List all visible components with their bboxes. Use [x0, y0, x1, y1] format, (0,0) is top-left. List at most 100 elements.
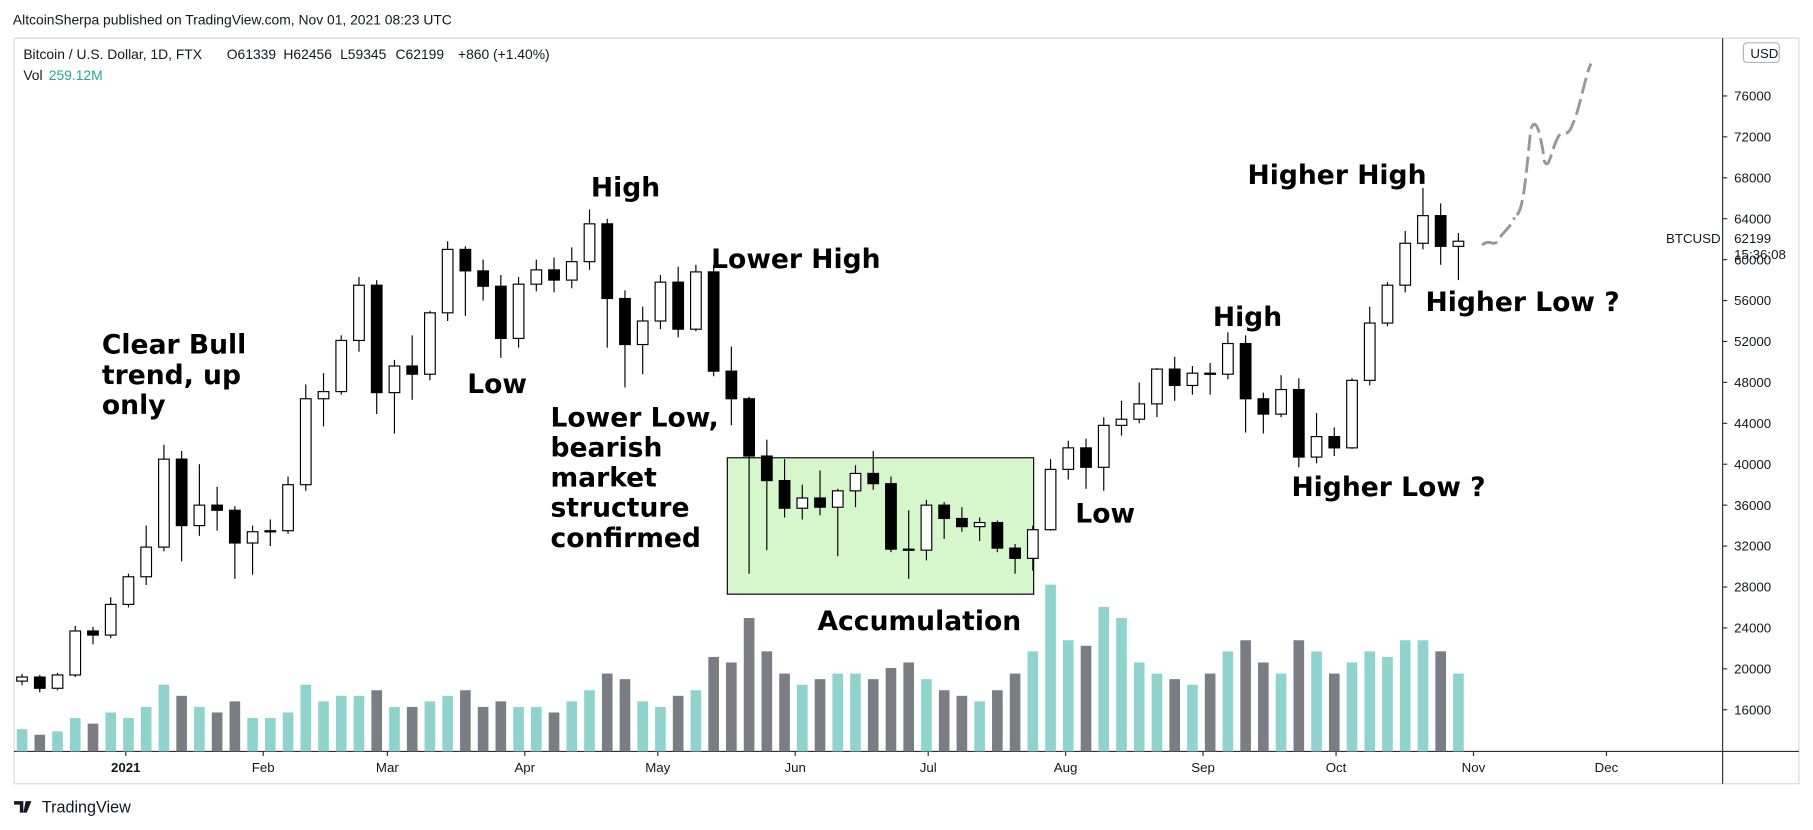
candle-body — [69, 630, 82, 676]
candle-body — [654, 281, 667, 322]
volume-bar — [52, 731, 63, 752]
x-tick-label: Nov — [1462, 760, 1486, 775]
candle-body — [583, 223, 596, 263]
y-tick-label: 68000 — [1734, 170, 1771, 185]
volume-bar — [530, 706, 542, 752]
volume-bar — [477, 706, 489, 752]
volume-bar — [229, 701, 241, 752]
volume-bar — [194, 706, 205, 752]
volume-bar — [885, 668, 897, 752]
volume-bar — [300, 684, 312, 752]
candle-body — [87, 630, 99, 636]
candle-body — [1417, 215, 1429, 244]
x-tick-label: Aug — [1054, 760, 1078, 775]
volume-bar — [16, 729, 28, 752]
volume-bar — [176, 695, 187, 752]
y-tick-label: 36000 — [1734, 498, 1771, 513]
candle-body — [601, 223, 614, 300]
candle-body — [494, 285, 507, 339]
x-tick-label: Apr — [514, 760, 535, 775]
price-tag-value: 62199 — [1734, 231, 1771, 246]
x-tick-label: Oct — [1326, 760, 1347, 775]
volume-bar — [442, 695, 453, 752]
volume-bar — [672, 695, 684, 752]
x-tick-label: Mar — [376, 760, 399, 775]
y-tick-label: 64000 — [1734, 211, 1771, 226]
symbol: Bitcoin / U.S. Dollar, 1D, FTX — [23, 46, 202, 62]
y-tick-label: 32000 — [1734, 539, 1771, 554]
annotation: Lower High — [711, 244, 880, 275]
candle-body — [1275, 388, 1287, 415]
volume-bar — [211, 712, 223, 752]
candle-body — [175, 458, 188, 527]
currency: USD — [1750, 46, 1778, 61]
candle-body — [1080, 447, 1092, 468]
annotation: Higher Low ? — [1291, 472, 1485, 503]
x-tick-label: Jun — [784, 760, 805, 775]
volume-bar — [584, 690, 595, 752]
volume-bar — [1062, 640, 1074, 752]
footer-brand: TradingView — [42, 799, 131, 817]
x-tick-label: Dec — [1595, 760, 1619, 775]
y-tick-label: 76000 — [1734, 89, 1771, 104]
candle-body — [778, 480, 791, 509]
volume-bar — [105, 712, 117, 752]
volume-bar — [1364, 651, 1376, 752]
candle-body — [1097, 424, 1110, 468]
y-tick-label: 40000 — [1734, 457, 1771, 472]
volume-bar — [69, 718, 81, 752]
candle-body — [530, 269, 543, 285]
accumulation-box — [726, 457, 1035, 595]
volume-bar — [1258, 662, 1269, 752]
candle-body — [388, 365, 401, 394]
y-tick-label: 52000 — [1734, 334, 1771, 349]
candle-body — [548, 269, 560, 281]
frame — [13, 37, 1800, 785]
candle-body — [1009, 547, 1021, 559]
x-tick-label: May — [645, 760, 670, 775]
candle-body — [264, 530, 277, 533]
volume-bar — [867, 679, 879, 752]
candle-body — [335, 339, 348, 393]
candle-body — [211, 504, 224, 511]
candle-body — [1044, 468, 1057, 531]
volume-bar — [1275, 673, 1287, 752]
candle-body — [246, 531, 259, 544]
ohlc: H62456 — [283, 46, 332, 62]
candle-body — [193, 504, 206, 527]
y-tick-label: 56000 — [1734, 293, 1771, 308]
volume-bar — [619, 679, 631, 752]
candle-body — [973, 521, 986, 528]
candle-body — [672, 281, 685, 330]
annotation: confirmed — [550, 523, 701, 554]
candle-body — [991, 521, 1004, 549]
annotation: High — [1213, 302, 1282, 333]
volume-bar — [1204, 673, 1216, 752]
candle-body — [1257, 398, 1270, 415]
volume-bar — [1453, 673, 1464, 752]
projection — [1481, 63, 1593, 247]
y-tick-label: 44000 — [1734, 416, 1771, 431]
volume-bar — [1098, 606, 1110, 752]
candle-body — [707, 271, 720, 372]
candle-body — [831, 490, 844, 508]
volume-bar — [601, 673, 613, 752]
volume-bar — [1328, 673, 1340, 752]
candle-body — [441, 248, 454, 314]
volume-bar — [1187, 684, 1198, 752]
candle-body — [406, 365, 419, 375]
annotation: Low — [467, 369, 527, 400]
volume-bar — [850, 673, 861, 752]
volume-bar — [726, 662, 737, 752]
candle-body — [1434, 215, 1447, 247]
volume-bar — [87, 723, 99, 752]
x-tick-label: Feb — [252, 760, 275, 775]
volume-bar — [1382, 656, 1393, 752]
candle-body — [477, 270, 490, 287]
y-tick-label: 28000 — [1734, 580, 1771, 595]
candle-body — [867, 472, 880, 485]
volume-bar — [1169, 679, 1181, 752]
volume-bar — [353, 695, 365, 752]
candle-body — [1186, 372, 1199, 387]
